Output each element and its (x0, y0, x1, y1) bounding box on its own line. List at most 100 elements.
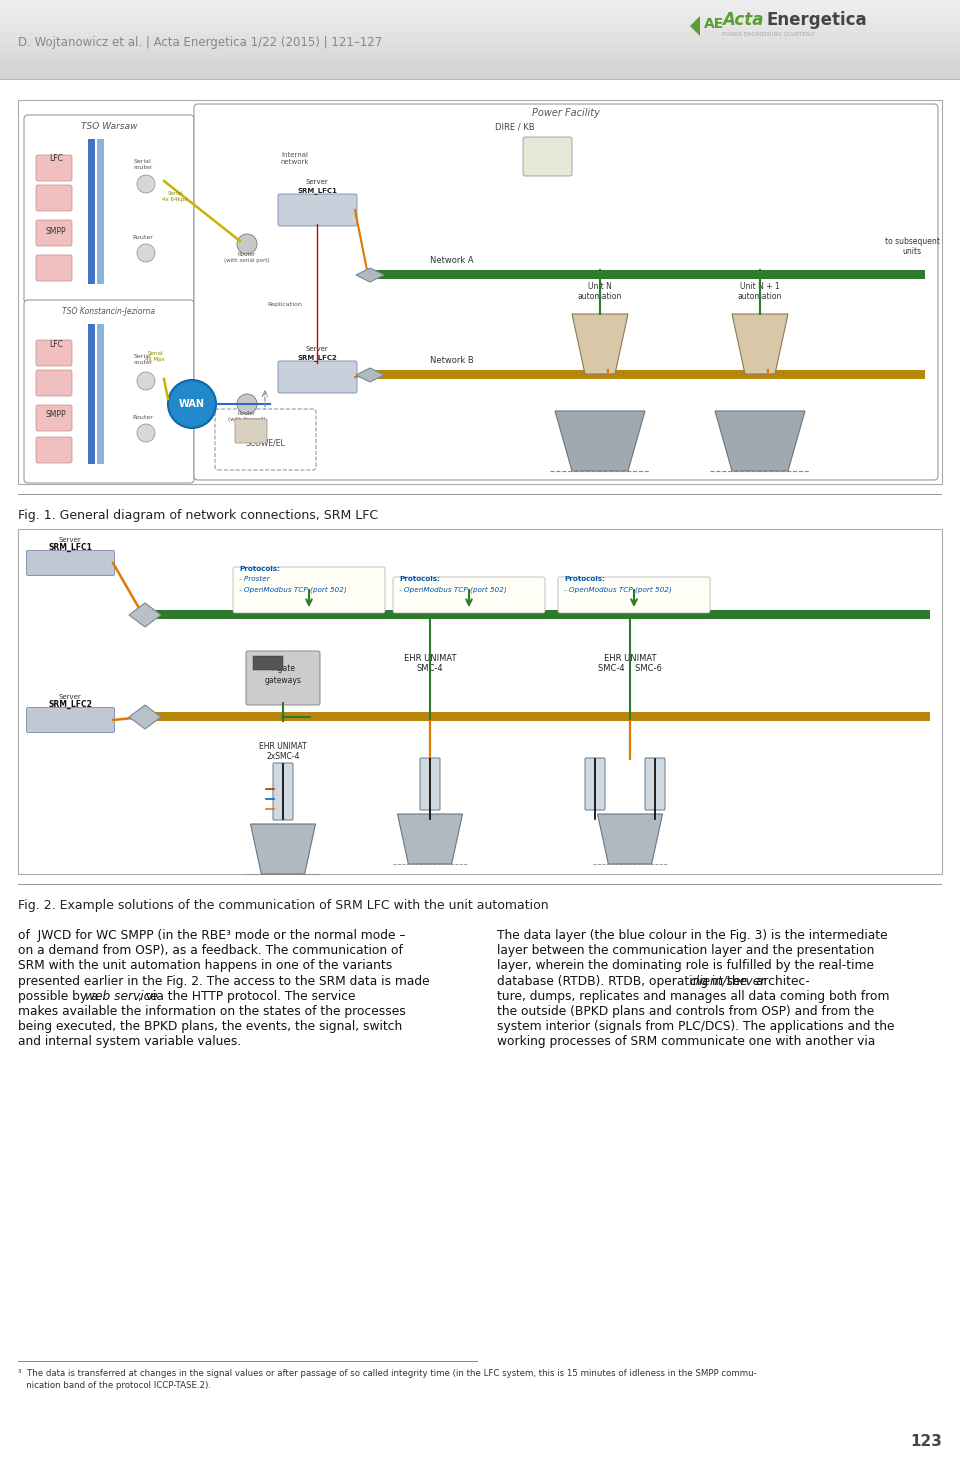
Polygon shape (732, 314, 788, 375)
Text: - OpenModbus TCP (port 502): - OpenModbus TCP (port 502) (239, 586, 347, 592)
Text: 2xSMC-4: 2xSMC-4 (266, 752, 300, 761)
Text: database (RTDB). RTDB, operating in the: database (RTDB). RTDB, operating in the (497, 974, 751, 987)
Text: being executed, the BPKD plans, the events, the signal, switch: being executed, the BPKD plans, the even… (18, 1019, 402, 1033)
Bar (18, 529, 942, 874)
Text: TSO Warsaw: TSO Warsaw (81, 122, 137, 131)
Text: Mgate: Mgate (271, 664, 295, 673)
Text: client/server: client/server (690, 974, 766, 987)
Polygon shape (356, 267, 384, 282)
Text: SRM_LFC2: SRM_LFC2 (298, 354, 337, 361)
FancyBboxPatch shape (273, 762, 293, 820)
Text: web service: web service (85, 990, 158, 1003)
Text: gateways: gateways (265, 676, 301, 685)
Circle shape (237, 394, 257, 414)
Text: - OpenModbus TCP (port 502): - OpenModbus TCP (port 502) (399, 586, 507, 592)
Text: SRM_LFC1: SRM_LFC1 (297, 187, 337, 194)
Text: nication band of the protocol ICCP-TASE.2).: nication band of the protocol ICCP-TASE.… (18, 1381, 211, 1390)
Polygon shape (597, 814, 662, 864)
Text: system interior (signals from PLC/DCS). The applications and the: system interior (signals from PLC/DCS). … (497, 1019, 895, 1033)
Text: , via the HTTP protocol. The service: , via the HTTP protocol. The service (138, 990, 356, 1003)
Text: SCOWE/EL: SCOWE/EL (245, 438, 285, 447)
FancyBboxPatch shape (585, 758, 605, 809)
FancyBboxPatch shape (36, 256, 72, 281)
FancyBboxPatch shape (523, 137, 572, 176)
Text: SRM_LFC1: SRM_LFC1 (48, 544, 92, 552)
Text: EHR UNIMAT: EHR UNIMAT (404, 654, 456, 663)
Text: Network B: Network B (430, 355, 473, 364)
Text: Fig. 1. General diagram of network connections, SRM LFC: Fig. 1. General diagram of network conne… (18, 508, 378, 521)
Bar (370, 270, 925, 279)
FancyBboxPatch shape (215, 408, 316, 470)
Text: Router
(with serial port): Router (with serial port) (225, 253, 270, 263)
Text: WAN: WAN (179, 400, 205, 408)
Bar (370, 370, 925, 379)
FancyBboxPatch shape (558, 577, 710, 613)
Polygon shape (397, 814, 463, 864)
Text: the outside (BPKD plans and controls from OSP) and from the: the outside (BPKD plans and controls fro… (497, 1005, 875, 1018)
Text: Energetica: Energetica (766, 10, 867, 29)
FancyBboxPatch shape (36, 405, 72, 430)
FancyBboxPatch shape (36, 339, 72, 366)
Text: SMC-4: SMC-4 (417, 664, 444, 673)
FancyBboxPatch shape (36, 436, 72, 463)
Text: Server: Server (59, 693, 82, 701)
FancyBboxPatch shape (27, 708, 114, 733)
Bar (88, 140, 95, 284)
Bar (18, 100, 942, 483)
Bar (145, 712, 930, 721)
Circle shape (168, 380, 216, 427)
Text: EHR UNIMAT: EHR UNIMAT (259, 742, 307, 751)
Line: serial: serial (164, 181, 240, 241)
FancyBboxPatch shape (36, 370, 72, 397)
Text: POWER ENGINEERING QUARTERLY: POWER ENGINEERING QUARTERLY (722, 31, 815, 37)
Text: D. Wojtanowicz et al. | Acta Energetica 1/22 (2015) | 121–127: D. Wojtanowicz et al. | Acta Energetica … (18, 35, 382, 48)
Bar (97, 140, 104, 284)
Text: EHR UNIMAT: EHR UNIMAT (604, 654, 657, 663)
Text: - Proster: - Proster (239, 576, 270, 582)
Polygon shape (555, 411, 645, 472)
Text: on a demand from OSP), as a feedback. The communication of: on a demand from OSP), as a feedback. Th… (18, 945, 403, 958)
Text: Fig. 2. Example solutions of the communication of SRM LFC with the unit automati: Fig. 2. Example solutions of the communi… (18, 899, 548, 912)
Text: Replication: Replication (268, 303, 302, 307)
serial (158, 172, 170, 190)
Text: LFC: LFC (49, 339, 63, 350)
Text: of  JWCD for WC SMPP (in the RBE³ mode or the normal mode –: of JWCD for WC SMPP (in the RBE³ mode or… (18, 928, 405, 942)
FancyBboxPatch shape (36, 220, 72, 245)
Text: Server: Server (305, 347, 328, 353)
Text: ³  The data is transferred at changes in the signal values or after passage of s: ³ The data is transferred at changes in … (18, 1369, 756, 1378)
Text: - OpenModbus TCP (port 502): - OpenModbus TCP (port 502) (564, 586, 672, 592)
Circle shape (237, 234, 257, 254)
Text: Serial
router: Serial router (133, 159, 153, 170)
Text: Network A: Network A (430, 256, 473, 264)
FancyBboxPatch shape (36, 156, 72, 181)
Bar (88, 325, 95, 464)
Text: Protocols:: Protocols: (564, 576, 605, 582)
Text: Unit N + 1
automation: Unit N + 1 automation (738, 282, 782, 301)
Text: Serial
4x Mps: Serial 4x Mps (145, 351, 165, 361)
FancyBboxPatch shape (246, 651, 320, 705)
FancyBboxPatch shape (27, 551, 114, 576)
Bar (253, 657, 283, 670)
Text: to subsequent
units: to subsequent units (884, 237, 940, 256)
Text: SMPP: SMPP (46, 228, 66, 237)
Text: SRM with the unit automation happens in one of the variants: SRM with the unit automation happens in … (18, 959, 393, 972)
Text: Internal
network: Internal network (280, 151, 309, 165)
FancyBboxPatch shape (278, 361, 357, 394)
FancyBboxPatch shape (36, 185, 72, 212)
Text: SMC-4    SMC-6: SMC-4 SMC-6 (598, 664, 662, 673)
Polygon shape (715, 411, 805, 472)
Circle shape (137, 372, 155, 389)
Text: Server: Server (305, 179, 328, 185)
Text: Router
(with firewall): Router (with firewall) (228, 411, 266, 422)
Polygon shape (572, 314, 628, 375)
Text: Acta: Acta (722, 10, 763, 29)
FancyBboxPatch shape (235, 419, 267, 444)
Text: Unit N
automation: Unit N automation (578, 282, 622, 301)
Circle shape (137, 175, 155, 192)
Text: Router: Router (132, 416, 154, 420)
Polygon shape (129, 602, 161, 627)
FancyBboxPatch shape (278, 194, 357, 226)
Polygon shape (690, 16, 700, 37)
Text: SRM_LFC2: SRM_LFC2 (48, 701, 92, 710)
Text: LFC: LFC (49, 154, 63, 163)
